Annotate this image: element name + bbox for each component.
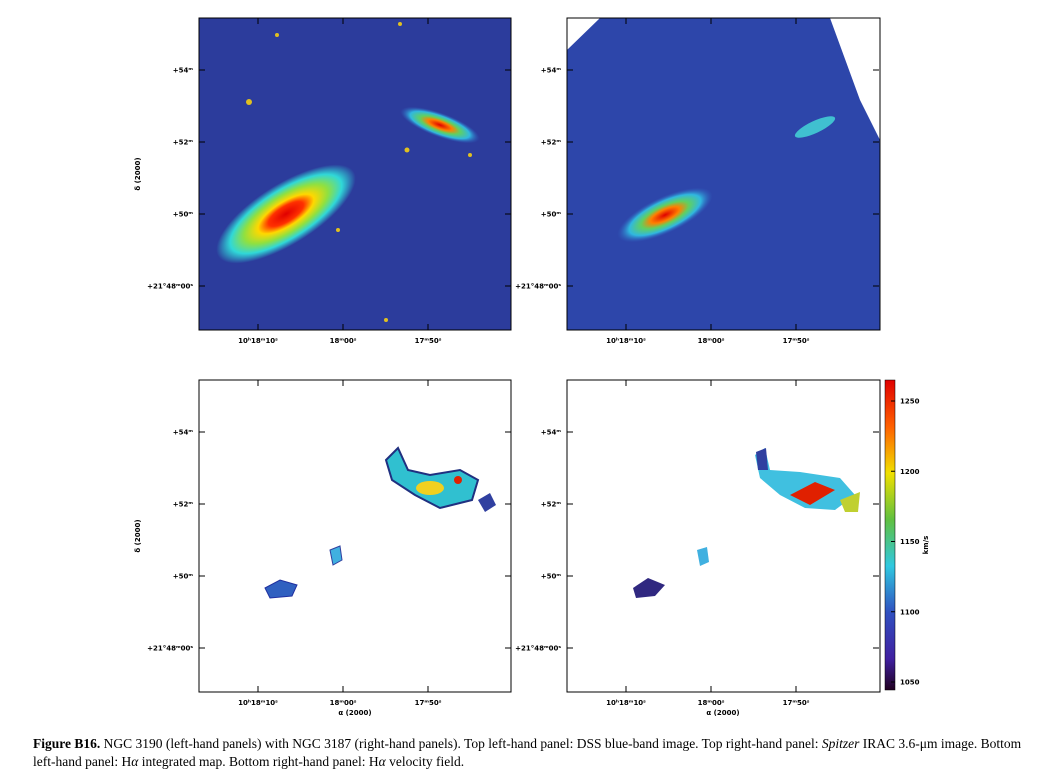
colorbar-tick-label: 1100 [900, 608, 920, 616]
mask [567, 18, 600, 50]
y-axis-label: δ (2000) [134, 157, 142, 190]
y-tick-label: +54ᵐ [173, 429, 194, 437]
y-tick-label: +21°48ᵐ00ˢ [515, 645, 561, 653]
y-tick-label: +52ᵐ [541, 501, 562, 509]
x-tick-label: 17ᵐ50ˢ [783, 699, 810, 707]
caption-text: α [131, 754, 139, 769]
x-tick-label: 18ᵐ00ˢ [698, 699, 725, 707]
velocity-map [633, 448, 860, 598]
y-tick-label: +21°48ᵐ00ˢ [147, 283, 193, 291]
y-tick-label: +21°48ᵐ00ˢ [515, 283, 561, 291]
x-tick-label: 18ᵐ00ˢ [698, 337, 725, 345]
x-tick-label: 10ʰ18ᵐ10ˢ [606, 337, 646, 345]
y-tick-label: +54ᵐ [173, 67, 194, 75]
x-tick-label: 17ᵐ50ˢ [415, 699, 442, 707]
x-tick-label: 17ᵐ50ˢ [783, 337, 810, 345]
galaxy [400, 106, 480, 144]
colorbar-label: km/s [922, 536, 930, 555]
mask [830, 18, 880, 140]
frame [198, 17, 512, 331]
x-tick-label: 10ʰ18ᵐ10ˢ [238, 699, 278, 707]
x-tick-label: 17ᵐ50ˢ [415, 337, 442, 345]
caption-text: α [378, 754, 386, 769]
caption: Figure B16. NGC 3190 (left-hand panels) … [33, 735, 1033, 771]
y-tick-label: +50ᵐ [541, 211, 562, 219]
y-axis-label: δ (2000) [134, 519, 142, 552]
y-tick-label: +54ᵐ [541, 67, 562, 75]
image-background [567, 18, 880, 330]
y-tick-label: +21°48ᵐ00ˢ [147, 645, 193, 653]
x-tick-label: 18ᵐ00ˢ [330, 337, 357, 345]
caption-text: IRAC 3.6-μm image. Bottom left-hand pane… [33, 736, 1022, 769]
colorbar-tick-label: 1200 [900, 468, 920, 476]
y-tick-label: +52ᵐ [173, 501, 194, 509]
x-tick-label: 10ʰ18ᵐ10ˢ [606, 699, 646, 707]
x-tick-label: 18ᵐ00ˢ [330, 699, 357, 707]
image-background [199, 18, 511, 330]
x-axis-label: α (2000) [338, 709, 371, 717]
y-tick-label: +50ᵐ [541, 573, 562, 581]
galaxy [794, 116, 836, 138]
caption-text: Spitzer [821, 736, 860, 751]
y-tick-label: +54ᵐ [541, 429, 562, 437]
caption-label: Figure B16. [33, 736, 101, 751]
colorbar [884, 379, 896, 691]
stars [246, 22, 472, 322]
colorbar-tick-label: 1150 [900, 538, 920, 546]
x-axis-label: α (2000) [706, 709, 739, 717]
y-tick-label: +52ᵐ [541, 139, 562, 147]
y-tick-label: +50ᵐ [173, 211, 194, 219]
x-tick-label: 10ʰ18ᵐ10ˢ [238, 337, 278, 345]
galaxy [617, 187, 713, 243]
frame [566, 17, 881, 331]
colorbar-tick-label: 1250 [900, 398, 920, 406]
frame [566, 379, 881, 693]
caption-text: NGC 3190 (left-hand panels) with NGC 318… [100, 736, 822, 751]
figure: km/s +54ᵐ +52ᵐ +50ᵐ +21°48ᵐ00ˢ 10ʰ18ᵐ10ˢ 18ᵐ0… [134, 17, 930, 717]
caption-text: integrated map. Bottom right-hand panel:… [138, 754, 379, 769]
caption-text: velocity field. [385, 754, 465, 769]
galaxy [216, 164, 356, 264]
y-tick-label: +50ᵐ [173, 573, 194, 581]
y-tick-label: +52ᵐ [173, 139, 194, 147]
frame [198, 379, 512, 693]
halpha-map [264, 446, 496, 599]
colorbar-tick-label: 1050 [900, 679, 920, 687]
